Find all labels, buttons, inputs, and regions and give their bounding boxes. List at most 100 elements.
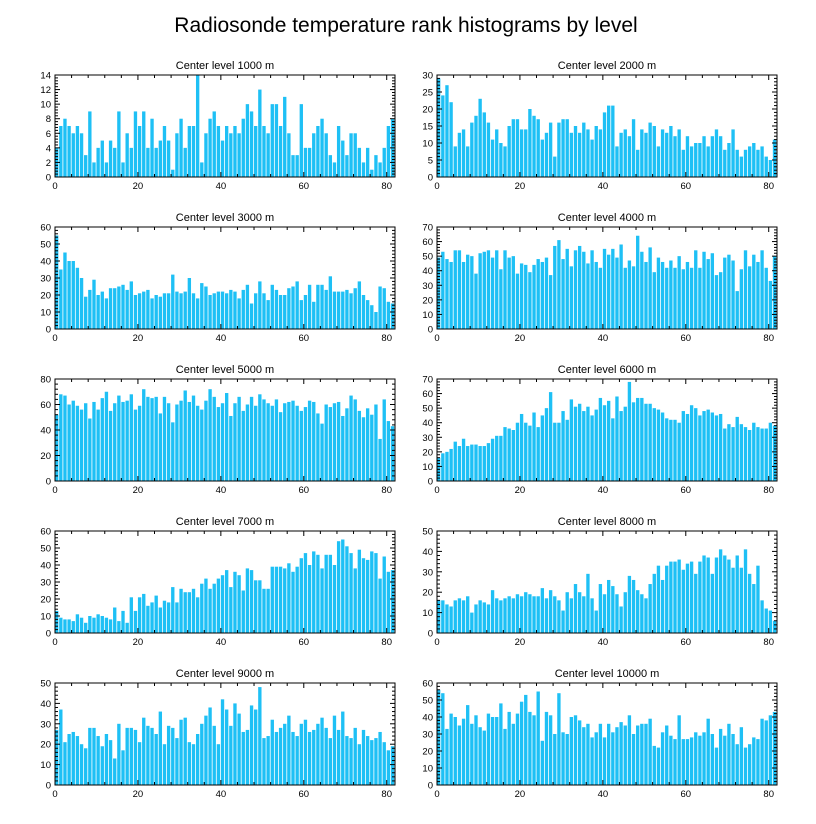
bar — [698, 561, 702, 633]
bar — [336, 291, 341, 329]
bar — [727, 424, 731, 481]
bar — [466, 596, 470, 633]
bar — [640, 594, 644, 633]
bar — [225, 393, 229, 481]
bar — [735, 149, 739, 177]
bar — [694, 573, 698, 633]
bar — [515, 273, 520, 329]
bar — [254, 709, 258, 785]
bar — [59, 269, 63, 329]
bar — [262, 126, 266, 177]
bar — [100, 398, 104, 482]
bar — [594, 732, 598, 785]
bar — [183, 717, 187, 785]
bar — [59, 617, 63, 633]
bar — [669, 126, 673, 177]
bar — [208, 118, 212, 177]
panel-title: Center level 1000 m — [176, 60, 274, 72]
bar — [689, 146, 694, 177]
bar — [727, 254, 731, 329]
bar — [644, 723, 648, 785]
bar — [67, 261, 71, 329]
bar — [262, 399, 266, 481]
bar — [249, 396, 254, 481]
bar — [760, 146, 764, 177]
bar — [731, 427, 735, 481]
bar — [602, 594, 607, 633]
bar — [511, 430, 515, 481]
bar — [390, 570, 395, 633]
bar — [548, 122, 553, 177]
bar — [532, 115, 536, 177]
y-tick-label: 40 — [422, 547, 433, 558]
bar — [747, 266, 752, 329]
bar — [648, 584, 652, 633]
bar — [137, 126, 142, 177]
bar — [648, 403, 652, 481]
bar — [125, 289, 129, 329]
bar — [482, 730, 486, 785]
bar — [665, 132, 669, 177]
bar — [283, 723, 287, 785]
bar — [71, 621, 75, 633]
bar — [295, 155, 299, 177]
plot-frame — [54, 74, 396, 178]
bar — [88, 727, 92, 785]
x-tick-label: 80 — [381, 789, 392, 800]
bar — [361, 729, 366, 785]
bar — [266, 403, 270, 481]
x-tick-label: 60 — [680, 181, 691, 192]
bar — [461, 129, 466, 177]
bar — [287, 133, 291, 177]
y-tick-label: 20 — [422, 447, 433, 458]
bar — [706, 409, 710, 481]
x-tick-label: 0 — [52, 789, 57, 800]
x-tick-label: 60 — [298, 637, 309, 648]
bar — [739, 567, 744, 633]
bar — [524, 592, 528, 633]
bar — [486, 443, 491, 481]
panel-7: Center level 7000 m 0 20 40 60 80 0 10 20 30 40 50 6… — [40, 516, 396, 648]
bar — [640, 723, 644, 785]
bar — [764, 428, 768, 481]
bar — [511, 598, 515, 633]
bar — [652, 573, 656, 633]
panel-title: Center level 3000 m — [176, 212, 274, 224]
bar — [328, 276, 333, 329]
bar — [648, 247, 652, 329]
bar — [474, 444, 478, 481]
bar — [623, 592, 627, 633]
bar — [204, 133, 208, 177]
bar — [307, 400, 312, 481]
x-tick-label: 20 — [515, 485, 526, 496]
bar — [644, 261, 648, 329]
bar — [586, 723, 590, 785]
bar — [607, 105, 611, 177]
bar — [752, 254, 756, 329]
bar — [307, 284, 312, 329]
bar — [760, 428, 764, 481]
bar — [241, 118, 245, 177]
bar — [100, 746, 104, 785]
bar — [619, 132, 623, 177]
bar — [453, 146, 457, 177]
bar — [677, 422, 681, 481]
bar — [582, 727, 586, 785]
bar — [233, 126, 237, 177]
bar — [220, 291, 225, 329]
bar — [370, 551, 374, 633]
bar — [55, 729, 59, 785]
bar — [274, 399, 279, 481]
bar — [461, 438, 466, 481]
bar — [544, 132, 549, 177]
bar — [75, 405, 80, 481]
bar — [212, 583, 216, 633]
bar — [71, 400, 75, 481]
x-tick-label: 0 — [52, 333, 57, 344]
bar — [540, 139, 545, 177]
x-tick-label: 60 — [298, 181, 309, 192]
bar — [772, 620, 777, 633]
bar — [536, 427, 540, 481]
bar — [299, 104, 303, 177]
bar — [768, 160, 773, 177]
